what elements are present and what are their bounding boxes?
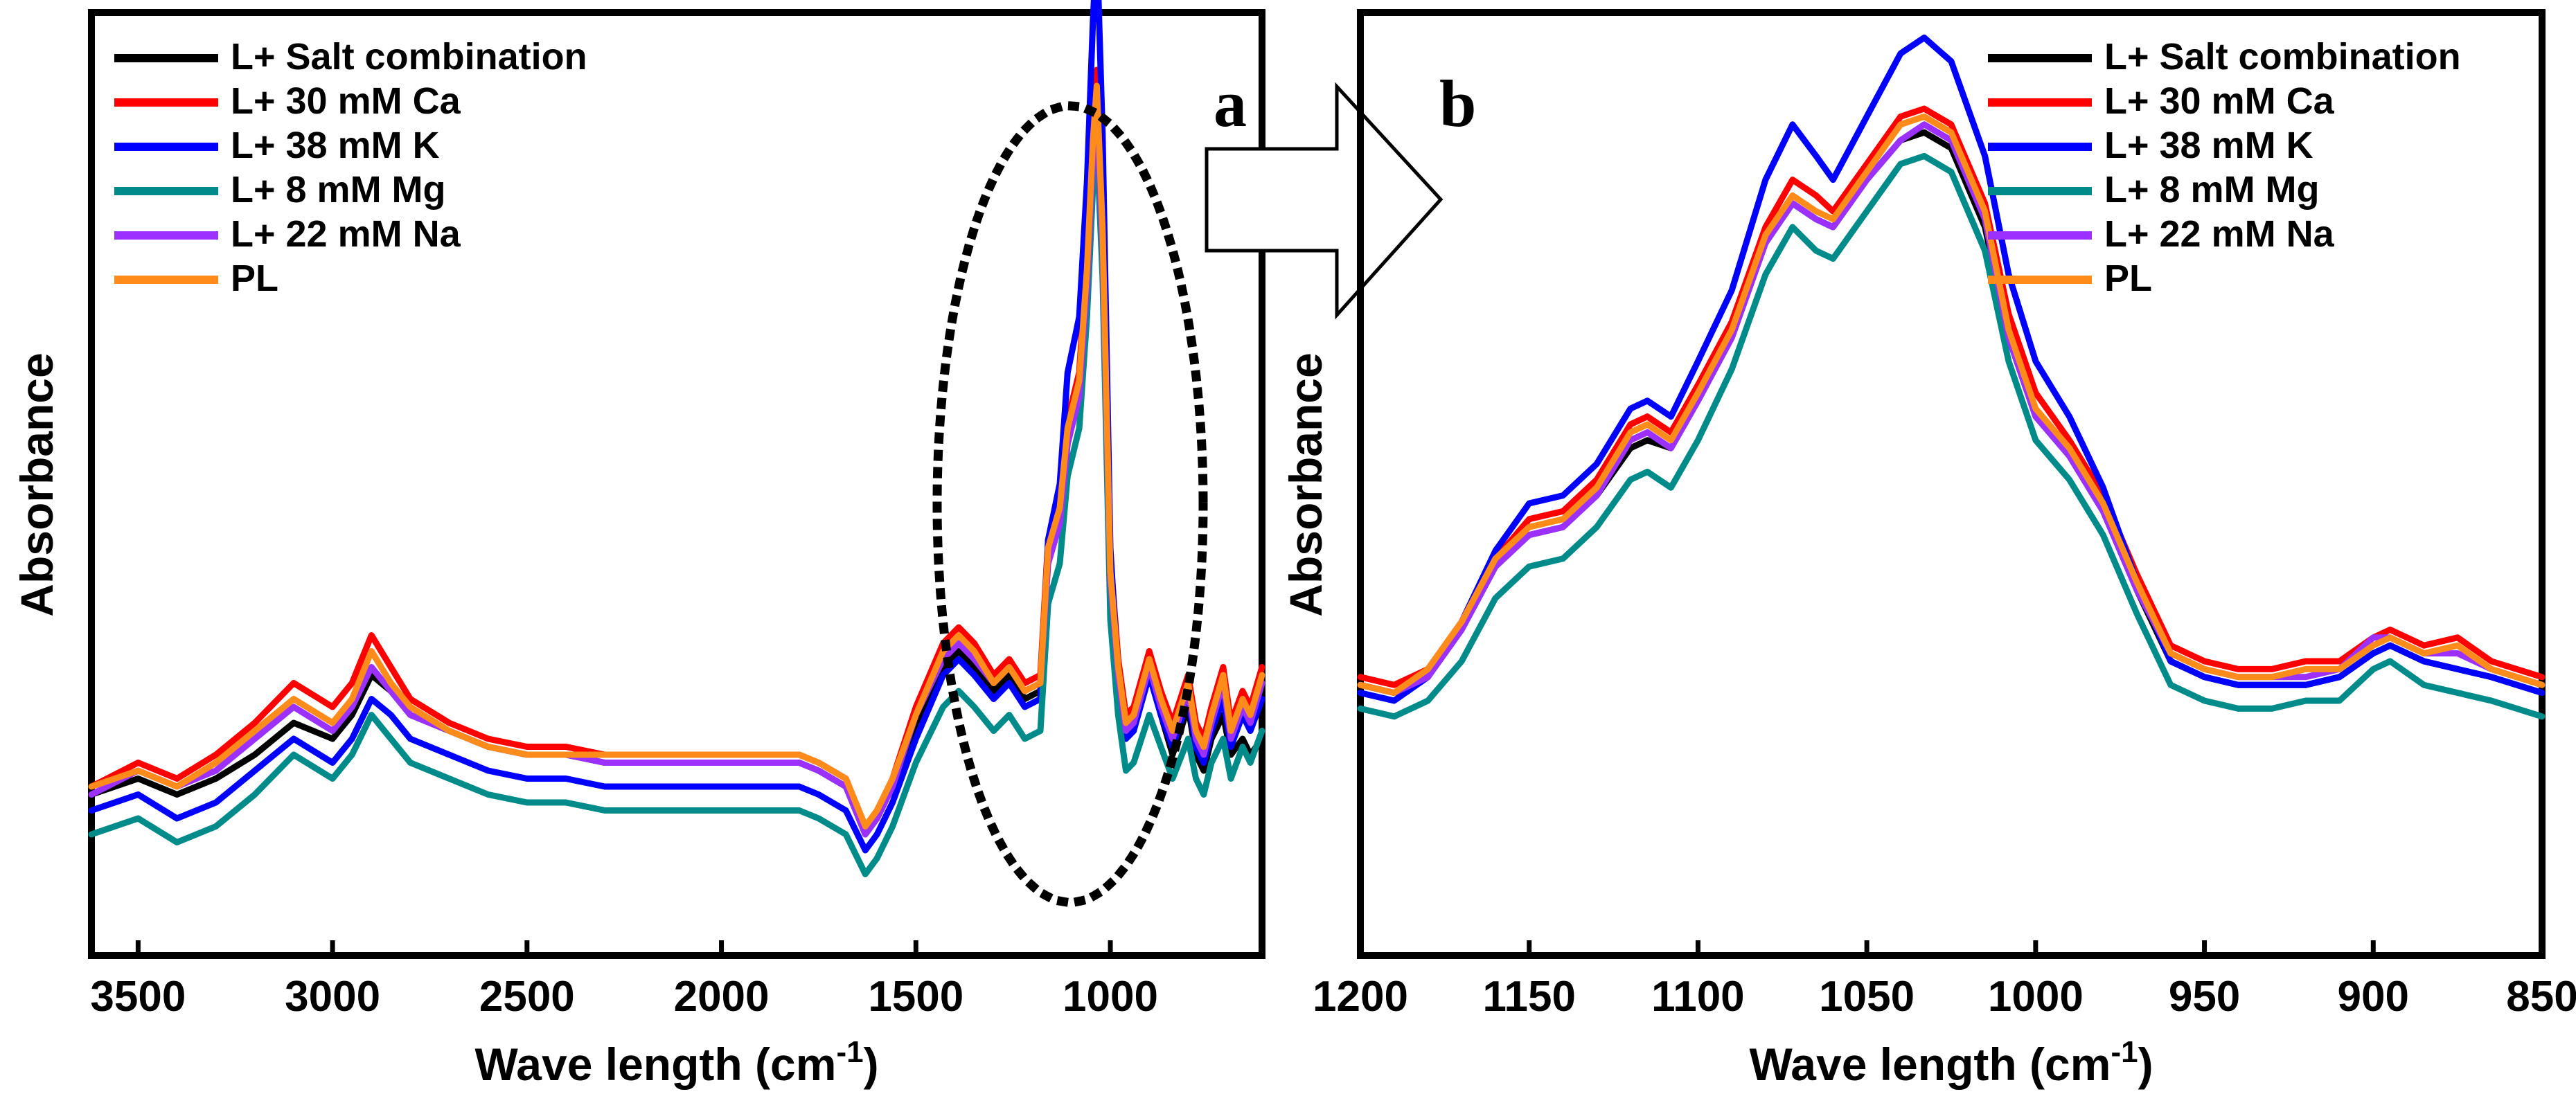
panel-b-series-l-salt-combination — [1357, 129, 2546, 697]
panel-a-legend-label-l-38-mm-k: L+ 38 mM K — [231, 125, 440, 166]
panel-b-y-axis-title: Absorbance — [1280, 352, 1331, 616]
panel-b-series-pl — [1357, 113, 2546, 697]
panel-a: 3500 3000 2500 2000 1500 1000 L+ Salt combina… — [11, 0, 1265, 1090]
panel-a-x-tick-label-1500: 1500 — [868, 973, 963, 1021]
panel-a-x-ticks: 3500 3000 2500 2000 1500 1000 — [90, 940, 1158, 1021]
panel-b-legend-label-pl: PL — [2104, 258, 2152, 299]
panel-b-series-l-22-mm-na — [1357, 121, 2546, 697]
panel-a-x-axis-title: Wave length (cm-1) — [474, 1035, 878, 1090]
panel-b-legend-label-l-30-mm-ca: L+ 30 mM Ca — [2104, 80, 2335, 122]
panel-a-legend-label-pl: PL — [231, 258, 278, 299]
panel-a-legend-label-l-salt-combination: L+ Salt combination — [231, 36, 587, 78]
panel-a-frame — [88, 9, 1265, 959]
panel-b-x-tick-label-950: 950 — [2169, 973, 2240, 1021]
panel-b-legend-label-l-salt-combination: L+ Salt combination — [2104, 36, 2461, 78]
panel-b-frame — [1357, 9, 2546, 959]
panel-a-legend-label-l-30-mm-ca: L+ 30 mM Ca — [231, 80, 461, 122]
panel-b: 1200 1150 1100 1050 1000 950 900 850 L+ Salt co… — [1280, 9, 2576, 1090]
panel-a-series-pl — [88, 82, 1265, 829]
panel-b-series-l-8-mm-mg — [1357, 152, 2546, 720]
panel-b-x-tick-label-1000: 1000 — [1988, 973, 2084, 1021]
panel-a-x-tick-label-1000: 1000 — [1063, 973, 1158, 1021]
panel-b-legend-label-l-22-mm-na: L+ 22 mM Na — [2104, 213, 2335, 255]
panel-b-x-tick-label-1050: 1050 — [1819, 973, 1915, 1021]
panel-a-zoom-ellipse — [932, 101, 1208, 907]
panel-a-x-tick-label-3000: 3000 — [285, 973, 380, 1021]
panel-a-legend-label-l-22-mm-na: L+ 22 mM Na — [231, 213, 461, 255]
panel-b-x-tick-label-900: 900 — [2338, 973, 2409, 1021]
panel-a-x-tick-label-2500: 2500 — [479, 973, 575, 1021]
panel-b-series-l-30-mm-ca — [1357, 105, 2546, 688]
panel-a-letter: a — [1214, 66, 1247, 141]
panel-b-x-ticks: 1200 1150 1100 1050 1000 950 900 850 — [1313, 940, 2576, 1021]
panel-a-x-tick-label-3500: 3500 — [90, 973, 186, 1021]
panel-b-x-tick-label-1150: 1150 — [1482, 973, 1576, 1021]
panel-b-x-tick-label-1100: 1100 — [1651, 973, 1745, 1021]
panel-b-x-axis-title: Wave length (cm-1) — [1749, 1035, 2153, 1090]
panel-b-legend-label-l-38-mm-k: L+ 38 mM K — [2104, 125, 2313, 166]
panel-b-legend-label-l-8-mm-mg: L+ 8 mM Mg — [2104, 169, 2320, 210]
panel-b-x-tick-label-1200: 1200 — [1313, 973, 1408, 1021]
panel-a-legend-label-l-8-mm-mg: L+ 8 mM Mg — [231, 169, 446, 210]
panel-b-series-group — [1357, 34, 2546, 720]
panel-b-letter: b — [1439, 66, 1476, 141]
zoom-arrow — [1205, 82, 1444, 320]
panel-a-x-tick-label-2000: 2000 — [674, 973, 770, 1021]
panel-b-x-tick-label-850: 850 — [2506, 973, 2576, 1021]
panel-b-series-l-38-mm-k — [1357, 34, 2546, 704]
panel-a-y-axis-title: Absorbance — [11, 352, 62, 616]
